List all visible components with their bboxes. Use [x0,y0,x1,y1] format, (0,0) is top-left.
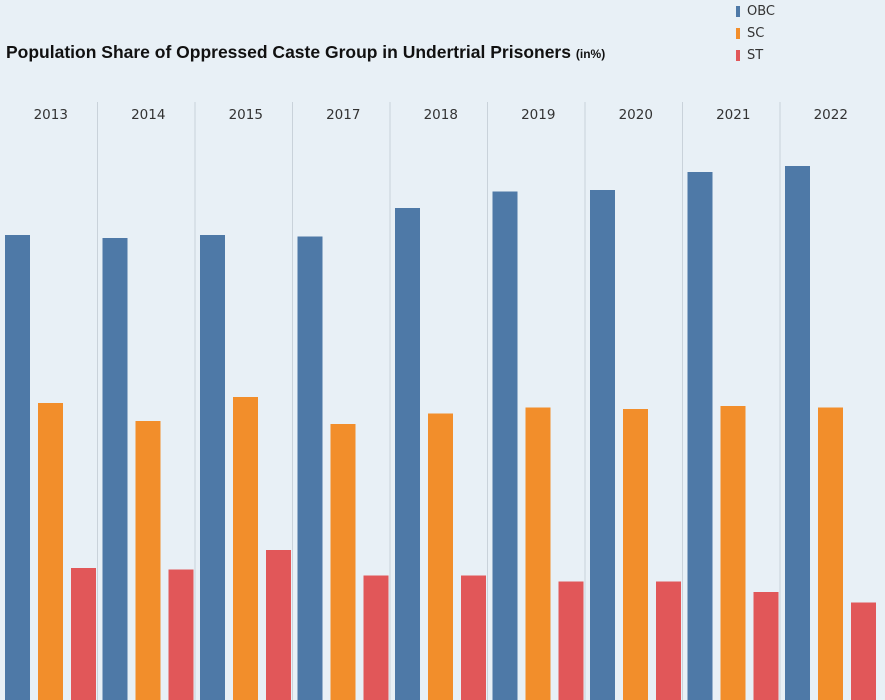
legend-label: SC [747,25,765,41]
bars [5,166,876,700]
chart-title-unit: (in%) [575,47,606,61]
x-tick-label: 2020 [619,107,653,123]
bar-obc-2021 [687,172,713,700]
bar-st-2015 [266,550,291,700]
bar-st-2013 [71,568,96,700]
bar-sc-2018 [428,413,453,700]
x-tick-label: 2022 [814,107,848,123]
bar-st-2021 [753,592,779,700]
legend-item: ST [736,44,775,66]
bar-obc-2013 [5,235,30,700]
legend-swatch [736,27,740,39]
legend-swatch [736,5,740,17]
bar-obc-2017 [297,236,323,700]
bar-obc-2019 [492,191,518,700]
bar-sc-2022 [818,407,843,700]
bar-obc-2018 [395,208,420,700]
x-tick-label: 2014 [131,107,165,123]
bar-st-2018 [461,575,486,700]
bar-sc-2014 [135,421,161,700]
x-tick-label: 2018 [424,107,458,123]
legend-swatch [736,49,740,61]
x-tick-label: 2015 [229,107,263,123]
x-tick-label: 2021 [716,107,750,123]
chart-title: Population Share of Oppressed Caste Grou… [6,42,605,63]
bar-sc-2019 [525,407,551,700]
bar-sc-2021 [720,406,746,700]
legend-label: OBC [747,3,775,19]
bar-obc-2015 [200,235,225,700]
legend-label: ST [747,47,764,63]
legend-item: OBC [736,0,775,22]
x-tick-label: 2013 [34,107,68,123]
bar-sc-2013 [38,403,63,700]
bar-sc-2017 [330,424,356,700]
year-headers: 2013 2014 2015 2017 2018 2019 2020 2021 2022 [34,102,848,700]
bar-st-2020 [656,581,681,700]
bar-st-2019 [558,581,584,700]
x-tick-label: 2017 [326,107,360,123]
bar-st-2017 [363,575,389,700]
bar-obc-2014 [102,238,128,700]
bar-obc-2020 [590,190,615,700]
bar-st-2014 [168,569,194,700]
bar-sc-2015 [233,397,258,700]
chart-title-text: Population Share of Oppressed Caste Grou… [6,42,571,62]
legend-item: SC [736,22,775,44]
bar-obc-2022 [785,166,810,700]
bar-sc-2020 [623,409,648,700]
bar-st-2022 [851,602,876,700]
x-tick-label: 2019 [521,107,555,123]
legend: OBC SC ST [736,0,775,66]
